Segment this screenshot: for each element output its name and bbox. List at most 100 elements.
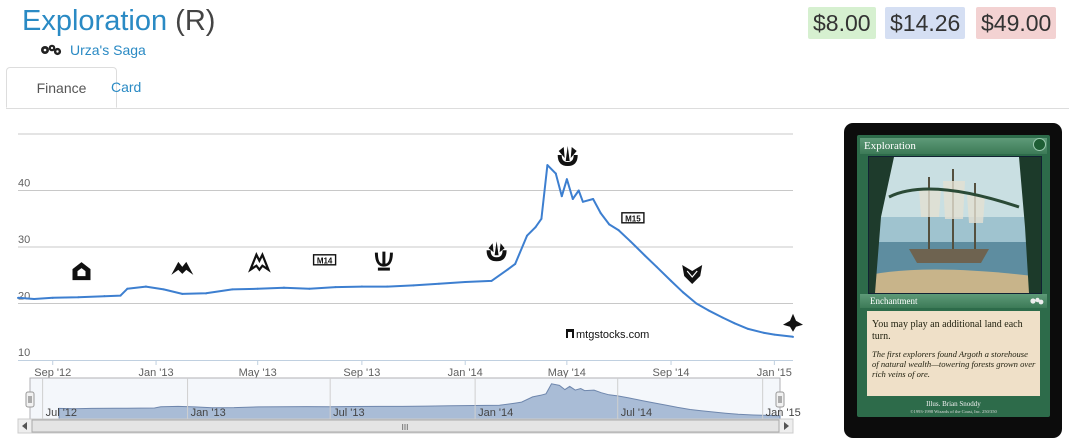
price-point — [577, 189, 580, 192]
navigator-handle[interactable] — [775, 391, 785, 408]
price-point — [51, 296, 54, 299]
set-release-marker-icon[interactable] — [72, 262, 91, 281]
price-point — [773, 333, 776, 336]
card-title: Exploration (R) — [22, 3, 215, 39]
tab-finance[interactable]: Finance — [6, 67, 117, 108]
set-release-marker-icon[interactable] — [374, 251, 393, 271]
tab-card[interactable]: Card — [111, 79, 142, 95]
card-name: Exploration — [22, 5, 168, 37]
price-point — [643, 254, 646, 257]
price-point — [17, 296, 19, 299]
price-point — [617, 229, 620, 232]
navigator-tick-label: Jan '13 — [191, 407, 226, 419]
marker-label: M15 — [625, 214, 641, 223]
set-release-marker-icon[interactable] — [248, 252, 271, 273]
price-high-badge: $49.00 — [976, 7, 1057, 39]
card-copyright: ©1993-1998 Wizards of the Coast, Inc. 25… — [910, 409, 997, 414]
price-point — [231, 288, 234, 291]
price-point — [464, 281, 467, 284]
card-rarity: (R) — [175, 5, 216, 37]
price-point — [103, 295, 106, 298]
card-image-name: Exploration — [860, 138, 1047, 154]
price-point — [162, 288, 165, 291]
price-point — [565, 178, 568, 181]
navigator-handle[interactable] — [25, 391, 35, 408]
navigator-tick-label: Jul '14 — [621, 407, 652, 419]
set-release-marker-icon[interactable] — [557, 146, 578, 166]
x-tick-label: Sep '13 — [343, 367, 380, 379]
price-point — [490, 279, 493, 282]
y-tick-label: 10 — [18, 347, 30, 359]
scroll-right-arrow-icon[interactable] — [784, 422, 789, 430]
card-image: Exploration Enchantment You may play an … — [844, 123, 1062, 438]
price-point — [608, 223, 611, 226]
price-point — [733, 322, 736, 325]
watermark-text: mtgstocks.com — [576, 329, 649, 341]
navigator-tick-label: Jan '15 — [766, 407, 801, 419]
navigator-tick-label: Jul '13 — [333, 407, 364, 419]
set-row: Urza's Saga — [40, 41, 146, 59]
price-mid-badge: $14.26 — [885, 7, 966, 39]
price-point — [386, 285, 389, 288]
price-point — [256, 287, 259, 290]
price-point — [334, 286, 337, 289]
price-chart: 10 20 30 40 Sep '12 Jan '13 May '13 Sep '13 Jan … — [17, 133, 803, 434]
price-point — [282, 286, 285, 289]
card-artwork — [868, 156, 1042, 294]
price-point — [506, 268, 509, 271]
price-point — [308, 287, 311, 290]
card-frame: Exploration Enchantment You may play an … — [857, 135, 1050, 417]
navigator-tick-label: Jul '12 — [46, 407, 77, 419]
price-point — [792, 335, 794, 338]
price-point — [546, 164, 549, 167]
set-release-marker-icon[interactable]: M14 — [312, 254, 337, 266]
x-tick-label: May '13 — [239, 367, 277, 379]
card-illustrator: Illus. Brian Snoddy — [926, 400, 981, 408]
price-point — [571, 197, 574, 200]
urzas-saga-gears-icon — [41, 44, 62, 56]
set-release-marker-icon[interactable] — [682, 265, 703, 284]
x-tick-label: Sep '12 — [34, 367, 71, 379]
y-tick-label: 40 — [18, 178, 30, 190]
x-tick-label: Jan '13 — [138, 367, 173, 379]
price-point — [526, 234, 529, 237]
price-point — [747, 327, 750, 330]
set-release-marker-icon[interactable] — [783, 313, 803, 332]
price-point — [437, 282, 440, 285]
price-point — [599, 212, 602, 215]
price-point — [181, 292, 184, 295]
scrollbar-grip[interactable]: III — [402, 423, 409, 432]
y-tick-label: 30 — [18, 234, 30, 246]
card-rules-text: You may play an additional land each tur… — [872, 319, 1023, 342]
price-point — [592, 197, 595, 200]
card-flavor-text: The first explorers found Argoth a store… — [872, 349, 1036, 379]
mtgstocks-watermark: mtgstocks.com — [566, 329, 649, 341]
price-point — [560, 195, 563, 198]
set-release-marker-icon[interactable] — [171, 261, 194, 275]
price-low-badge: $8.00 — [808, 7, 876, 39]
price-point — [119, 294, 122, 297]
price-point — [763, 331, 766, 334]
price-point — [534, 226, 537, 229]
price-point — [514, 262, 517, 265]
price-point — [412, 284, 415, 287]
marker-label: M14 — [317, 256, 333, 265]
y-tick-label: 20 — [18, 291, 30, 303]
set-release-marker-icon[interactable]: M15 — [621, 212, 645, 224]
scrollbar-thumb[interactable] — [31, 419, 780, 433]
card-type-line: Enchantment — [860, 294, 1047, 308]
price-point — [205, 292, 208, 295]
price-point — [126, 287, 129, 290]
price-point — [707, 309, 710, 312]
price-point — [695, 302, 698, 305]
x-tick-label: Sep '14 — [653, 367, 690, 379]
navigator-tick-label: Jan '14 — [478, 407, 513, 419]
scroll-left-arrow-icon[interactable] — [22, 422, 27, 430]
price-point — [681, 291, 684, 294]
set-release-marker-icon[interactable] — [486, 241, 507, 262]
set-link[interactable]: Urza's Saga — [70, 42, 146, 58]
price-point — [33, 297, 36, 300]
price-point — [721, 316, 724, 319]
x-tick-label: Jan '14 — [448, 367, 483, 379]
price-point — [581, 200, 584, 203]
